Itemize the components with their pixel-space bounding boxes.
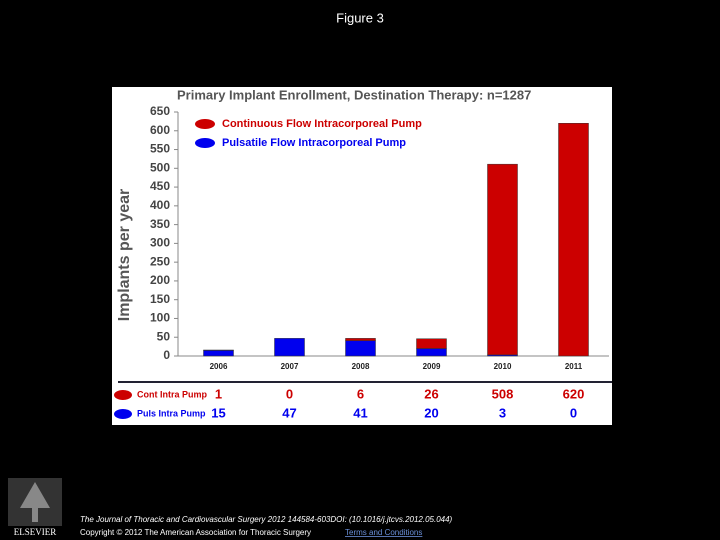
legend-label: Continuous Flow Intracorporeal Pump xyxy=(222,118,422,130)
table-swatch xyxy=(114,390,132,400)
legend-swatch xyxy=(195,138,215,148)
table-value: 508 xyxy=(492,386,514,401)
table-value: 0 xyxy=(286,386,293,401)
x-tick-label: 2011 xyxy=(565,362,583,371)
bar-segment xyxy=(487,163,518,356)
x-tick-label: 2009 xyxy=(423,362,441,371)
table-value: 6 xyxy=(357,386,364,401)
y-tick-label: 450 xyxy=(150,179,170,193)
table-row-label: Puls Intra Pump xyxy=(137,408,206,418)
bar-segment xyxy=(345,338,376,341)
y-tick-label: 650 xyxy=(150,104,170,118)
bar-segment xyxy=(345,340,376,357)
y-tick-label: 100 xyxy=(150,311,170,325)
table-value: 15 xyxy=(211,405,225,420)
y-axis-label: Implants per year xyxy=(116,189,133,322)
y-tick-label: 350 xyxy=(150,217,170,231)
bar-segment xyxy=(416,348,447,357)
y-tick-label: 150 xyxy=(150,292,170,306)
citation: The Journal of Thoracic and Cardiovascul… xyxy=(80,515,453,524)
x-tick-label: 2010 xyxy=(494,362,512,371)
x-tick-label: 2007 xyxy=(281,362,299,371)
y-tick-label: 200 xyxy=(150,273,170,287)
table-value: 20 xyxy=(424,405,438,420)
table-value: 0 xyxy=(570,405,577,420)
heading: Figure 3 xyxy=(336,10,384,25)
table-row-label: Cont Intra Pump xyxy=(137,389,207,399)
bar-segment xyxy=(416,338,447,349)
copyright: Copyright © 2012 The American Associatio… xyxy=(80,528,311,537)
y-tick-label: 250 xyxy=(150,254,170,268)
bar-segment xyxy=(203,350,234,357)
chart-title: Primary Implant Enrollment, Destination … xyxy=(177,87,531,102)
y-tick-label: 550 xyxy=(150,142,170,156)
table-value: 41 xyxy=(353,405,367,420)
legend-swatch xyxy=(195,119,215,129)
y-tick-label: 400 xyxy=(150,198,170,212)
y-tick-label: 600 xyxy=(150,123,170,137)
bar-segment xyxy=(558,123,589,357)
y-tick-label: 500 xyxy=(150,160,170,174)
bar-segment xyxy=(274,338,305,357)
legend-label: Pulsatile Flow Intracorporeal Pump xyxy=(222,137,406,149)
table-value: 3 xyxy=(499,405,506,420)
terms-link[interactable]: Terms and Conditions xyxy=(345,528,422,537)
table-value: 47 xyxy=(282,405,296,420)
x-tick-label: 2006 xyxy=(210,362,228,371)
x-tick-label: 2008 xyxy=(352,362,370,371)
table-value: 26 xyxy=(424,386,438,401)
y-tick-label: 300 xyxy=(150,236,170,250)
table-value: 1 xyxy=(215,386,222,401)
table-swatch xyxy=(114,409,132,419)
y-tick-label: 0 xyxy=(163,348,170,362)
publisher: ELSEVIER xyxy=(14,527,57,537)
y-tick-label: 50 xyxy=(157,329,171,343)
table-value: 620 xyxy=(563,386,585,401)
publisher-logo xyxy=(8,478,62,526)
logo-tree xyxy=(20,482,50,522)
